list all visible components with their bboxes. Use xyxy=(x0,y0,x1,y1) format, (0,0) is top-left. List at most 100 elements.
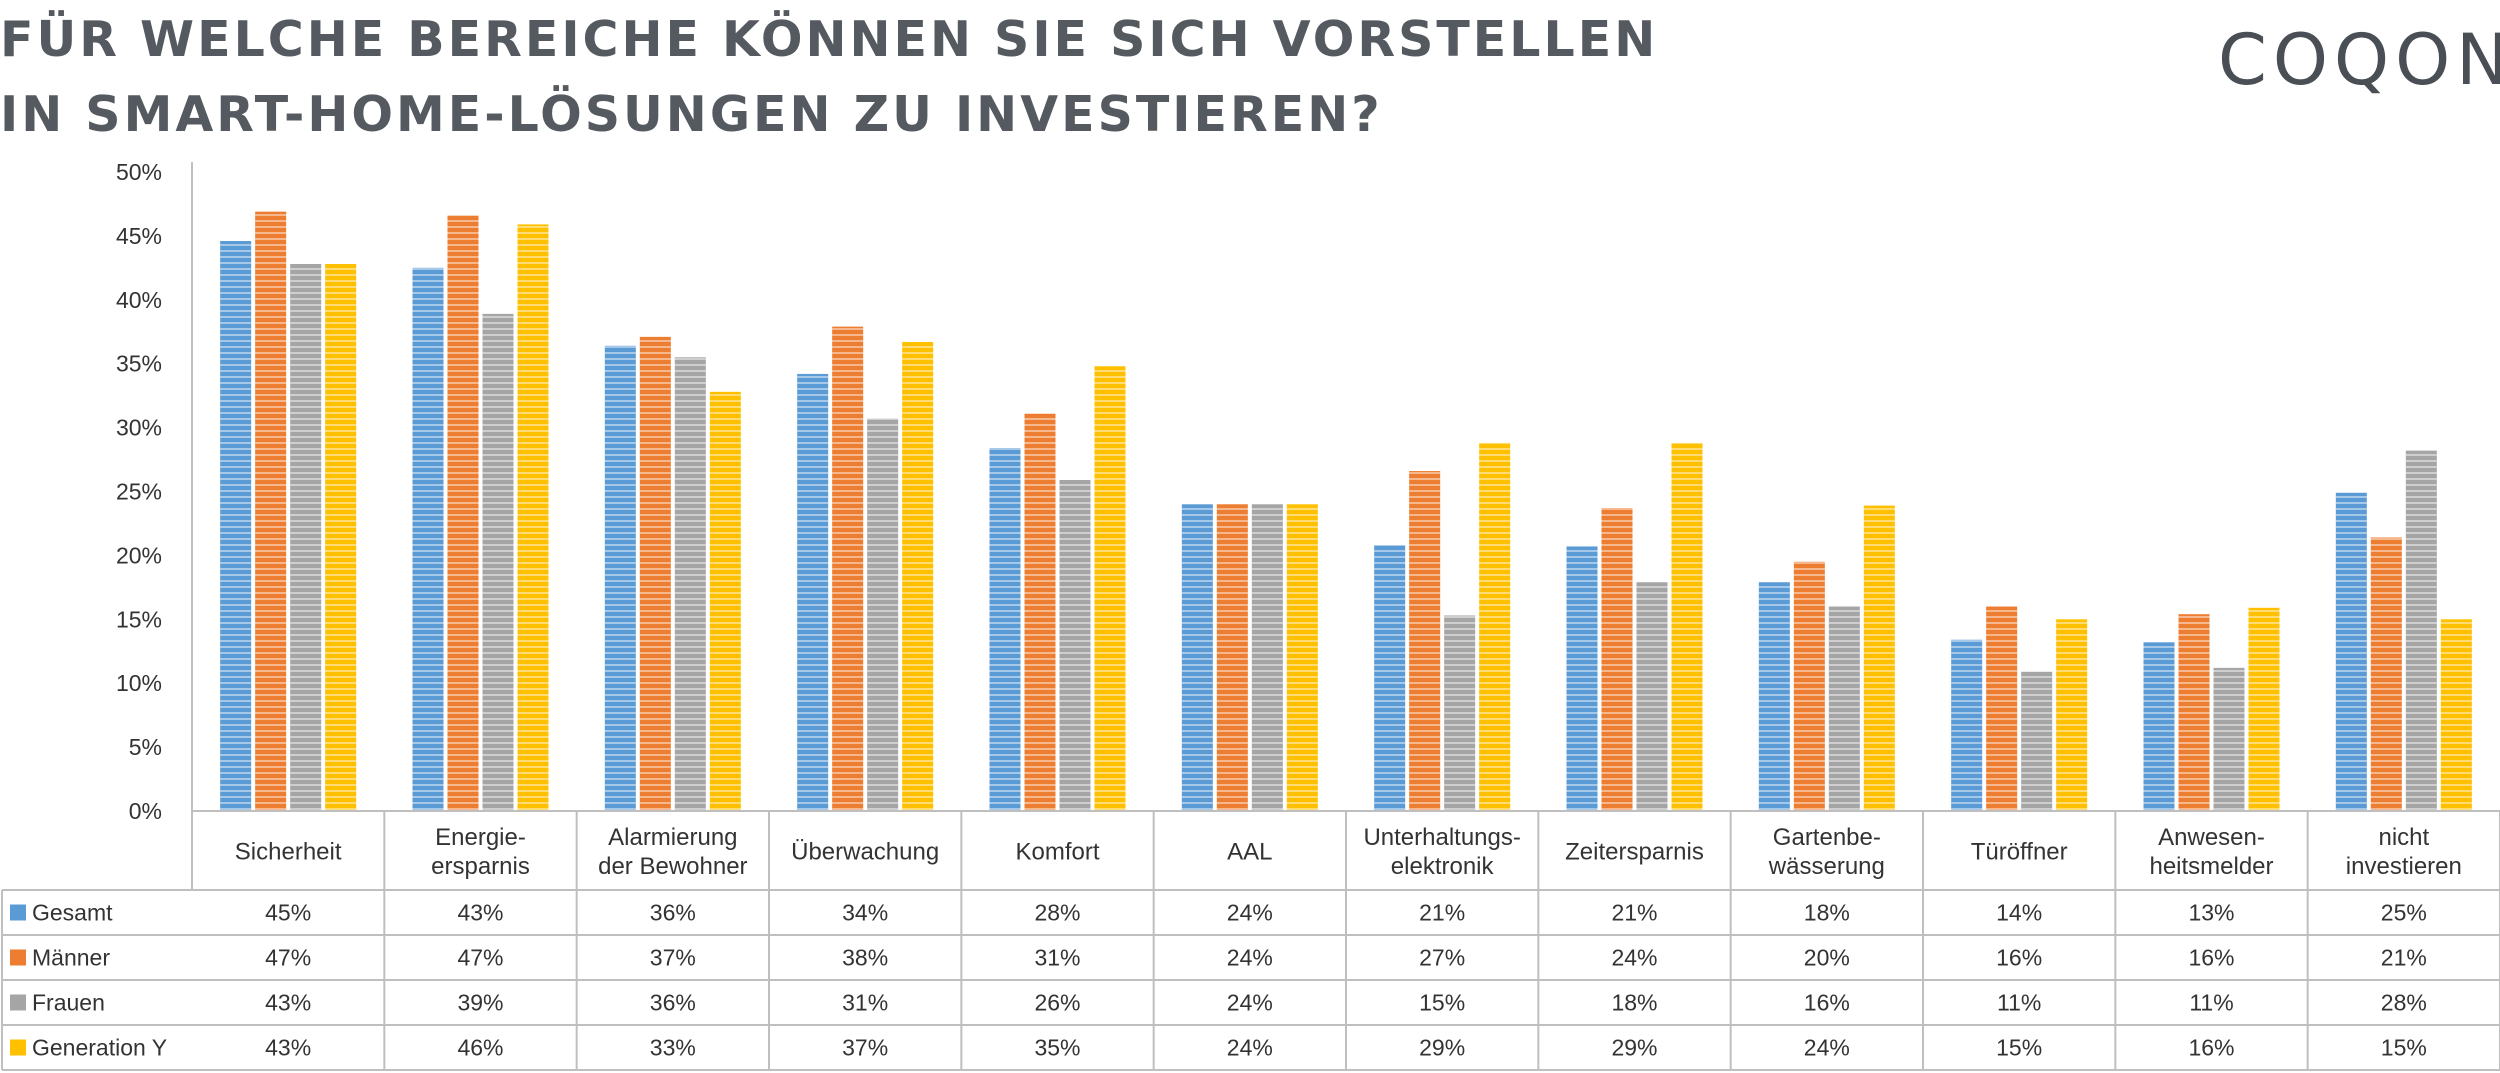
data-label: 27% xyxy=(1419,945,1465,971)
data-label: 43% xyxy=(265,990,311,1016)
bar-texture xyxy=(1479,442,1511,811)
bar-chart: 0% 5% 10% 15% 20% 25% 30% 35% 40% 45% 50% Sicherhe… xyxy=(1,159,2500,1071)
bars xyxy=(220,211,2472,812)
y-tick-label: 40% xyxy=(116,287,162,313)
y-tick-label: 0% xyxy=(129,798,162,824)
data-label: 24% xyxy=(1227,990,1273,1016)
bar-texture xyxy=(517,224,549,811)
bar-texture xyxy=(1409,471,1441,811)
data-label: 31% xyxy=(842,990,888,1016)
data-label: 36% xyxy=(650,990,696,1016)
data-label: 46% xyxy=(457,1035,503,1061)
bar-texture xyxy=(1444,615,1476,811)
bar-texture xyxy=(1986,606,2018,811)
bar-texture xyxy=(1758,582,1790,811)
category-label: AAL xyxy=(1227,839,1272,866)
bar-texture xyxy=(1636,582,1668,811)
data-label: 16% xyxy=(2188,1035,2234,1061)
data-label: 16% xyxy=(1996,945,2042,971)
bar-texture xyxy=(674,357,706,811)
data-label: 16% xyxy=(2188,945,2234,971)
data-label: 20% xyxy=(1804,945,1850,971)
data-label: 43% xyxy=(265,1035,311,1061)
y-tick-label: 25% xyxy=(116,479,162,505)
data-table: Sicherheit Energie-ersparnis Alarmierung de… xyxy=(1,810,2500,1071)
category-label: nicht investieren xyxy=(2346,824,2462,880)
data-label: 13% xyxy=(2188,900,2234,926)
data-label: 26% xyxy=(1034,990,1080,1016)
y-axis: 0% 5% 10% 15% 20% 25% 30% 35% 40% 45% 50% xyxy=(116,159,193,890)
legend-swatch xyxy=(10,904,26,921)
data-label: 14% xyxy=(1996,900,2042,926)
data-label: 36% xyxy=(650,900,696,926)
bar-texture xyxy=(2248,607,2280,811)
data-label: 39% xyxy=(457,990,503,1016)
data-label: 29% xyxy=(1419,1035,1465,1061)
data-label: 37% xyxy=(842,1035,888,1061)
bar-texture xyxy=(797,373,829,811)
bar-texture xyxy=(1216,504,1248,811)
data-label: 18% xyxy=(1804,900,1850,926)
bar-texture xyxy=(1094,366,1126,811)
y-tick-label: 35% xyxy=(116,351,162,377)
bar-texture xyxy=(290,264,322,811)
bar-texture xyxy=(2178,614,2210,811)
y-tick-label: 10% xyxy=(116,670,162,696)
data-label: 34% xyxy=(842,900,888,926)
y-tick-label: 30% xyxy=(116,415,162,441)
bar-texture xyxy=(2213,667,2245,811)
data-label: 24% xyxy=(1227,1035,1273,1061)
data-label: 29% xyxy=(1611,1035,1657,1061)
data-label: 47% xyxy=(265,945,311,971)
bar-texture xyxy=(412,267,444,812)
bar-texture xyxy=(1059,479,1091,811)
data-label: 35% xyxy=(1034,1035,1080,1061)
y-tick-label: 5% xyxy=(129,734,162,760)
data-label: 15% xyxy=(1996,1035,2042,1061)
data-label: 24% xyxy=(1804,1035,1850,1061)
data-label: 16% xyxy=(1804,990,1850,1016)
category-label: Gartenbe-wässerung xyxy=(1768,824,1885,880)
brand-logo: COQON xyxy=(2218,19,2500,101)
data-label: 21% xyxy=(2381,945,2427,971)
chart-title-line-2: IN SMART-HOME-LÖSUNGEN ZU INVESTIEREN? xyxy=(0,86,1383,143)
bar-texture xyxy=(482,313,514,811)
bar-texture xyxy=(325,264,357,811)
category-label: Sicherheit xyxy=(235,839,342,866)
bar-texture xyxy=(1601,508,1633,811)
data-label: 24% xyxy=(1611,945,1657,971)
bar-texture xyxy=(2056,619,2088,811)
category-label: Zeitersparnis xyxy=(1565,839,1704,866)
bar-texture xyxy=(1251,504,1283,811)
bar-texture xyxy=(220,241,252,812)
bar-texture xyxy=(1671,442,1703,811)
bar-texture xyxy=(1863,505,1895,811)
category-label: Anwesen-heitsmelder xyxy=(2149,824,2273,880)
bar-texture xyxy=(2335,492,2367,811)
data-label: 33% xyxy=(650,1035,696,1061)
data-label: 28% xyxy=(1034,900,1080,926)
bar-texture xyxy=(1286,504,1318,811)
bar-texture xyxy=(1181,504,1213,811)
chart-title: FÜR WELCHE BEREICHE KÖNNEN SIE SICH VORS… xyxy=(0,2,1658,152)
bar-texture xyxy=(2405,450,2437,811)
data-label: 38% xyxy=(842,945,888,971)
legend-label: Frauen xyxy=(32,990,105,1016)
category-label: Überwachung xyxy=(791,839,939,866)
data-label: 21% xyxy=(1419,900,1465,926)
data-label: 15% xyxy=(2381,1035,2427,1061)
bar-texture xyxy=(639,336,671,811)
legend-label: Männer xyxy=(32,945,110,971)
data-label: 37% xyxy=(650,945,696,971)
category-label: Alarmierung der Bewohner xyxy=(598,824,747,880)
category-label: Unterhaltungs-elektronik xyxy=(1363,824,1520,880)
chart-title-line-1: FÜR WELCHE BEREICHE KÖNNEN SIE SICH VORS… xyxy=(0,11,1659,68)
bar-texture xyxy=(1793,561,1825,811)
bar-texture xyxy=(832,326,864,811)
data-label: 43% xyxy=(457,900,503,926)
bar-texture xyxy=(1024,413,1056,811)
y-tick-label: 15% xyxy=(116,606,162,632)
y-tick-label: 50% xyxy=(116,159,162,185)
legend-label: Gesamt xyxy=(32,900,113,926)
data-label: 31% xyxy=(1034,945,1080,971)
